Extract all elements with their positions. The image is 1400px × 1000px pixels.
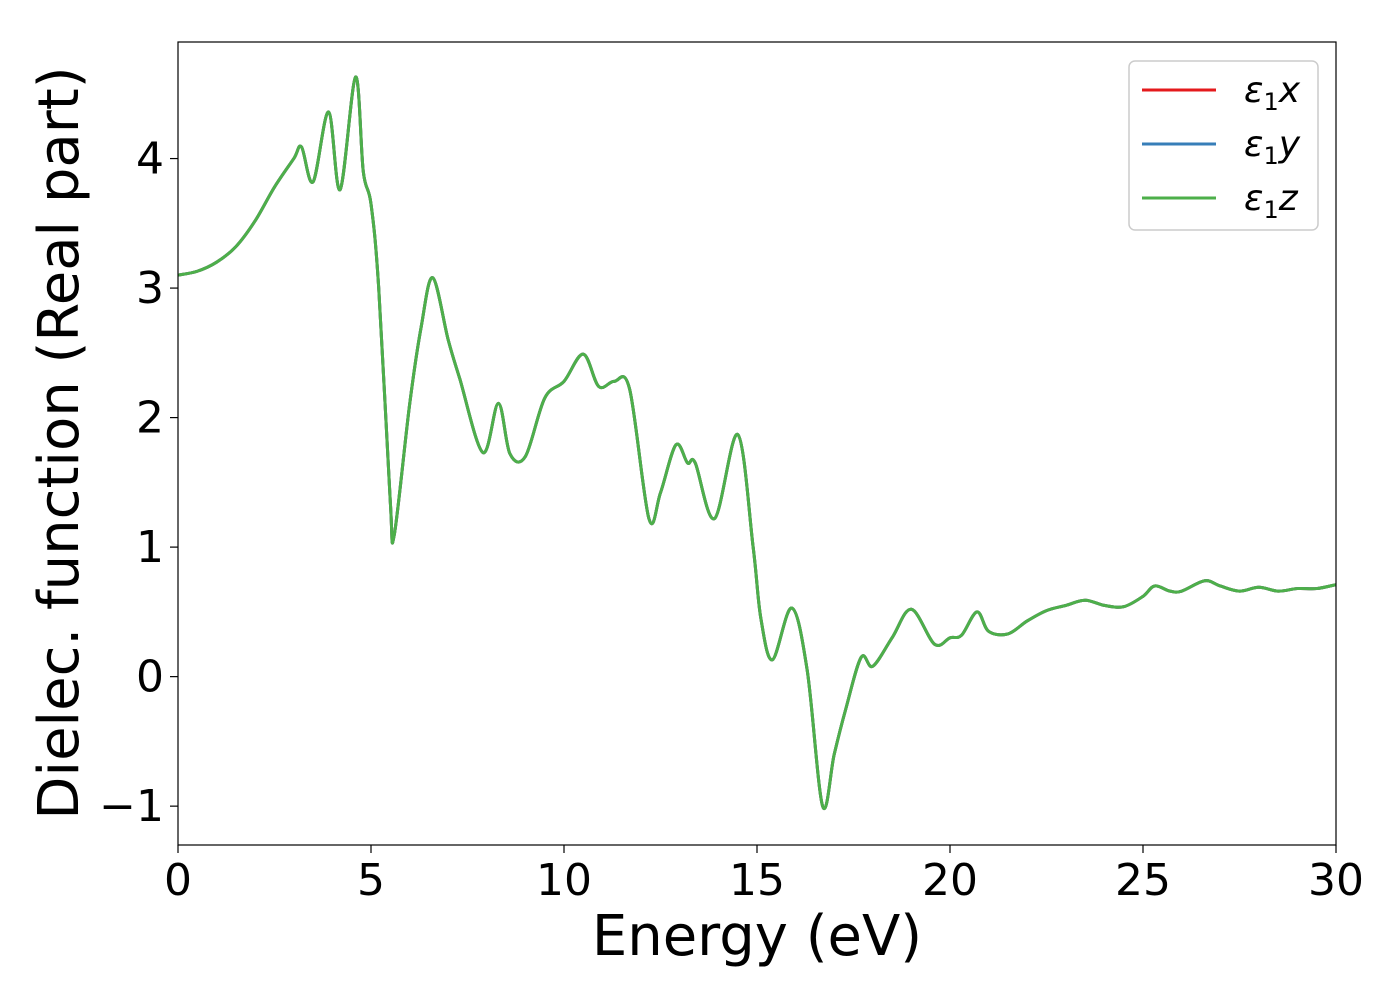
legend-label: ε1y: [1244, 124, 1301, 170]
legend: ε1x ε1y ε1z: [1128, 60, 1319, 231]
y-tick-label: 1: [136, 522, 164, 573]
series-line-eps1-z: [178, 75, 1336, 811]
x-tick-label: 20: [922, 855, 978, 906]
legend-label: ε1x: [1244, 70, 1301, 116]
legend-label: ε1z: [1244, 178, 1299, 224]
legend-box: [1128, 60, 1319, 231]
x-tick-label: 0: [164, 855, 192, 906]
x-tick-label: 25: [1115, 855, 1171, 906]
y-axis-label: Dielec. function (Real part): [27, 66, 92, 819]
y-tick-label: 0: [136, 652, 164, 703]
series-layer: [178, 75, 1336, 811]
x-axis-label: Energy (eV): [592, 904, 922, 969]
x-tick-label: 10: [536, 855, 592, 906]
y-tick-label: 3: [136, 263, 164, 314]
x-tick-label: 5: [357, 855, 385, 906]
y-tick-label: 2: [136, 393, 164, 444]
y-tick-label: −1: [99, 781, 164, 832]
y-axis-ticks: −1 0 1 2 3 4: [99, 134, 178, 832]
x-tick-label: 30: [1308, 855, 1364, 906]
x-tick-label: 15: [729, 855, 785, 906]
x-axis-ticks: 0 5 10 15 20 25 30: [164, 845, 1364, 906]
y-tick-label: 4: [136, 134, 164, 185]
